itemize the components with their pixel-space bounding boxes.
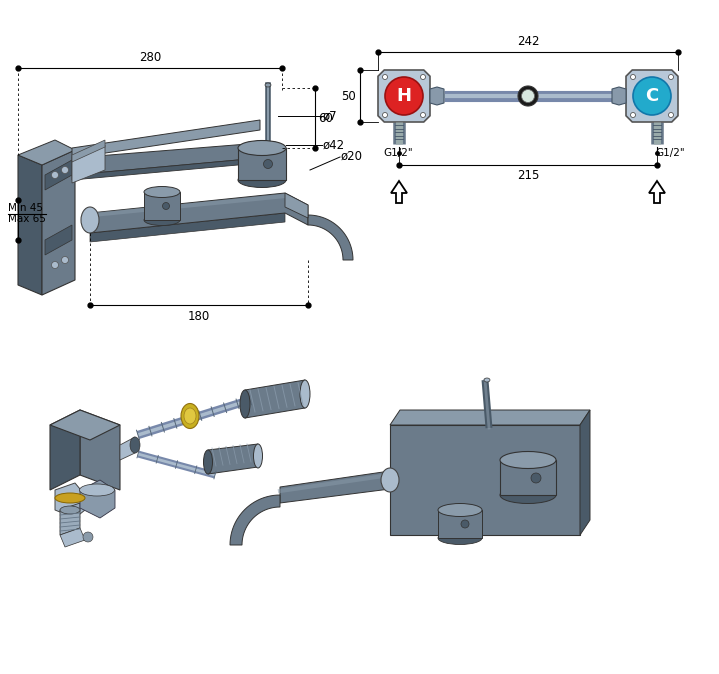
Ellipse shape — [254, 444, 262, 468]
Ellipse shape — [438, 503, 482, 516]
Text: Min 45: Min 45 — [8, 203, 43, 213]
Polygon shape — [42, 150, 75, 295]
Ellipse shape — [484, 378, 490, 382]
Polygon shape — [45, 160, 72, 190]
Circle shape — [52, 262, 58, 268]
Polygon shape — [60, 503, 80, 535]
Text: G1/2": G1/2" — [383, 148, 413, 158]
Polygon shape — [18, 140, 75, 165]
Polygon shape — [50, 410, 120, 440]
Circle shape — [633, 77, 671, 115]
Polygon shape — [438, 510, 482, 538]
Polygon shape — [612, 87, 626, 105]
Polygon shape — [378, 70, 430, 122]
Ellipse shape — [240, 390, 250, 418]
Polygon shape — [120, 437, 135, 460]
Circle shape — [383, 113, 388, 117]
Ellipse shape — [184, 408, 196, 424]
Text: G1/2": G1/2" — [655, 148, 684, 158]
Polygon shape — [390, 410, 590, 425]
Text: 242: 242 — [517, 35, 539, 48]
Circle shape — [383, 75, 388, 80]
Text: H: H — [396, 87, 411, 105]
Circle shape — [162, 202, 170, 210]
Polygon shape — [430, 87, 444, 105]
Polygon shape — [280, 471, 390, 503]
Text: C: C — [646, 87, 659, 105]
Polygon shape — [72, 158, 260, 180]
Polygon shape — [80, 480, 115, 518]
Circle shape — [631, 113, 636, 117]
Text: 60: 60 — [318, 111, 333, 125]
Polygon shape — [208, 444, 258, 474]
Ellipse shape — [500, 452, 556, 468]
Polygon shape — [238, 148, 286, 180]
Circle shape — [461, 520, 469, 528]
Polygon shape — [90, 213, 285, 242]
Polygon shape — [285, 193, 308, 218]
Circle shape — [83, 532, 93, 542]
Ellipse shape — [181, 404, 199, 429]
Polygon shape — [50, 410, 80, 490]
Polygon shape — [390, 425, 580, 535]
Ellipse shape — [130, 437, 140, 453]
Text: 215: 215 — [517, 169, 539, 182]
Circle shape — [669, 113, 674, 117]
Text: 280: 280 — [139, 51, 161, 64]
Ellipse shape — [144, 214, 180, 226]
Polygon shape — [72, 120, 260, 158]
Circle shape — [531, 473, 541, 483]
Ellipse shape — [81, 207, 99, 233]
Polygon shape — [230, 495, 280, 545]
Ellipse shape — [500, 487, 556, 503]
Circle shape — [521, 90, 534, 102]
Polygon shape — [90, 193, 308, 233]
Ellipse shape — [300, 380, 310, 408]
Ellipse shape — [55, 493, 85, 503]
Polygon shape — [245, 380, 305, 418]
Polygon shape — [580, 410, 590, 535]
Polygon shape — [55, 483, 85, 518]
Polygon shape — [72, 140, 105, 162]
Circle shape — [62, 166, 68, 173]
Ellipse shape — [381, 468, 399, 492]
Polygon shape — [72, 143, 260, 175]
Polygon shape — [649, 181, 665, 203]
Circle shape — [669, 75, 674, 80]
Polygon shape — [18, 155, 42, 295]
Ellipse shape — [203, 450, 213, 474]
Text: ø7: ø7 — [323, 109, 338, 123]
Circle shape — [52, 171, 58, 179]
Circle shape — [631, 75, 636, 80]
Text: ø42: ø42 — [323, 138, 345, 152]
Polygon shape — [144, 192, 180, 220]
Ellipse shape — [60, 506, 80, 514]
Polygon shape — [500, 460, 556, 495]
Ellipse shape — [438, 532, 482, 545]
Polygon shape — [72, 145, 105, 183]
Polygon shape — [80, 410, 120, 490]
Ellipse shape — [238, 140, 286, 156]
Circle shape — [263, 160, 273, 168]
Polygon shape — [60, 528, 85, 547]
Polygon shape — [391, 181, 407, 203]
Circle shape — [385, 77, 423, 115]
Circle shape — [62, 257, 68, 264]
Text: Max 65: Max 65 — [8, 214, 46, 224]
Text: 180: 180 — [188, 310, 210, 323]
Circle shape — [518, 86, 538, 106]
Ellipse shape — [265, 83, 271, 87]
Ellipse shape — [144, 187, 180, 197]
Polygon shape — [308, 215, 353, 260]
Text: 50: 50 — [342, 90, 356, 102]
Circle shape — [421, 113, 426, 117]
Text: ø20: ø20 — [341, 150, 363, 162]
Polygon shape — [626, 70, 678, 122]
Polygon shape — [45, 225, 72, 255]
Ellipse shape — [80, 484, 114, 496]
Ellipse shape — [238, 173, 286, 187]
Circle shape — [421, 75, 426, 80]
